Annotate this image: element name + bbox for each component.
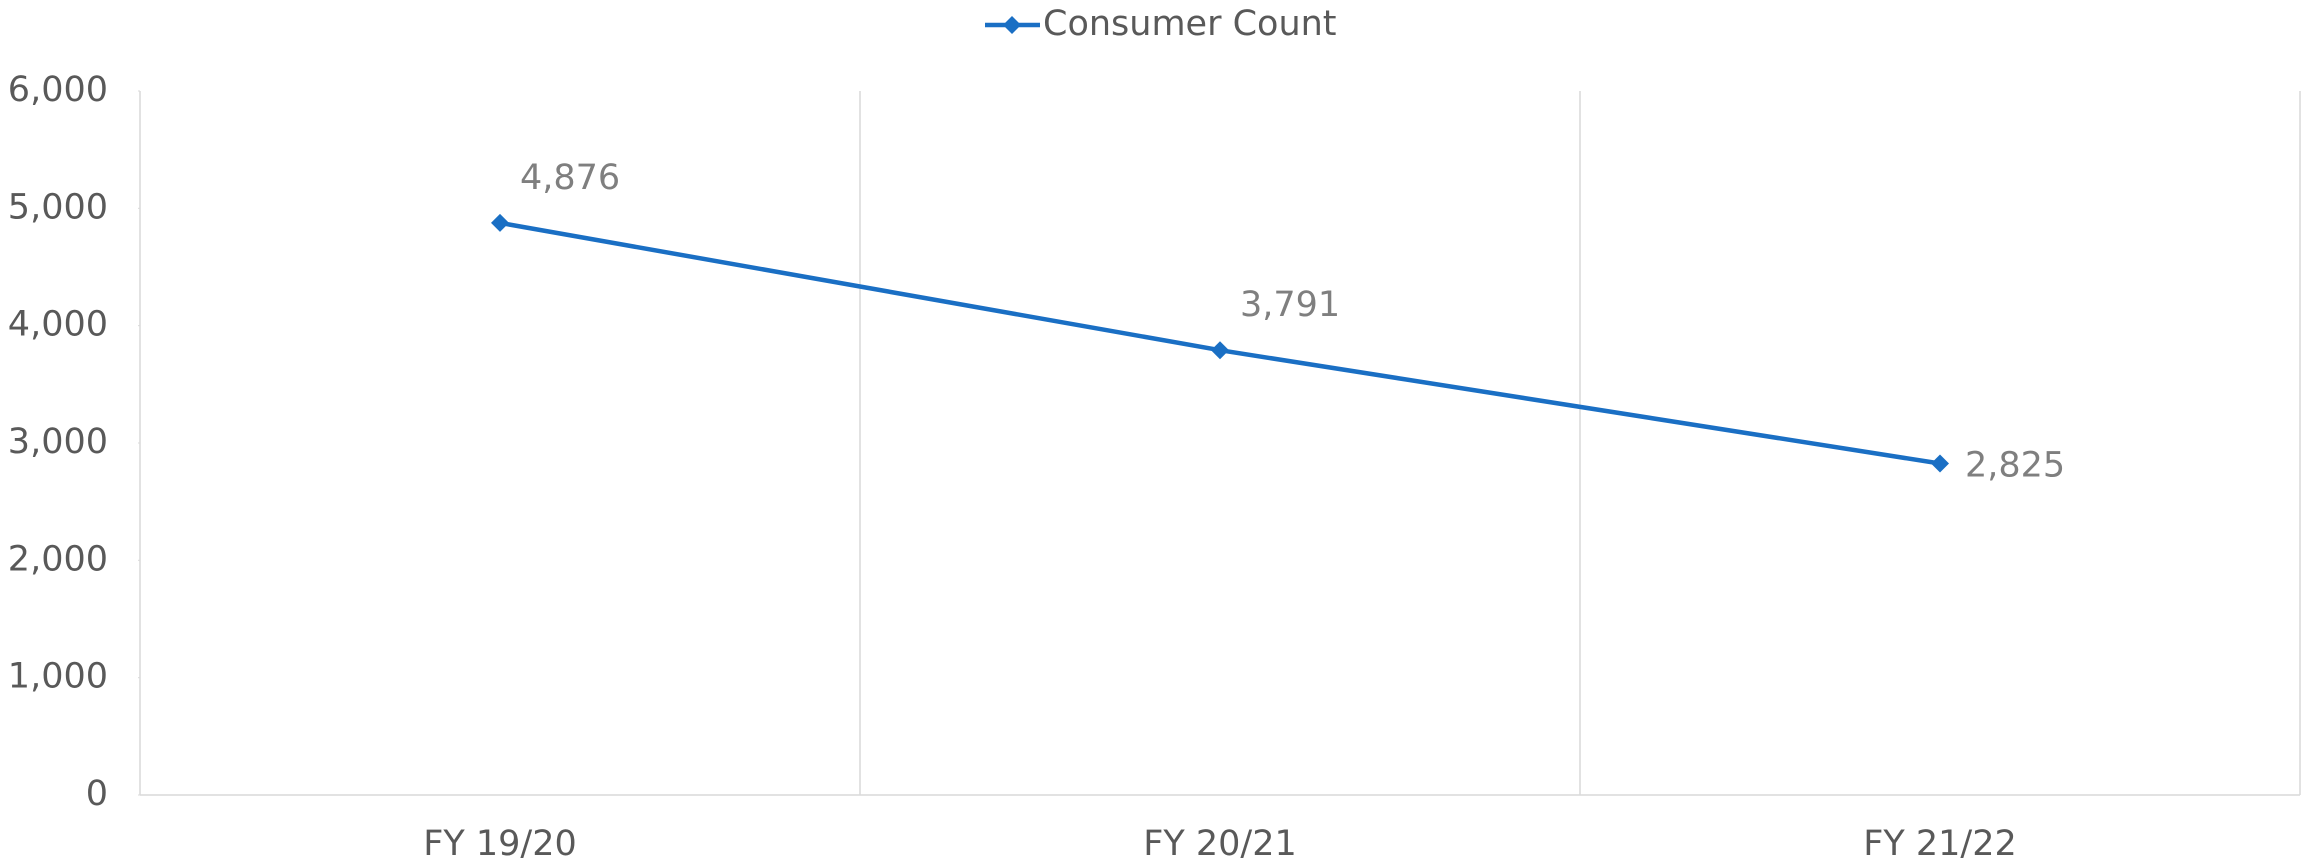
y-tick-label: 0 xyxy=(86,774,108,814)
y-tick-label: 2,000 xyxy=(8,539,108,579)
marker xyxy=(1931,454,1949,473)
marker xyxy=(491,213,509,232)
x-tick-label: FY 20/21 xyxy=(1143,824,1297,864)
x-tick-label: FY 19/20 xyxy=(423,824,577,864)
data-label: 4,876 xyxy=(520,158,620,198)
x-tick-label: FY 21/22 xyxy=(1863,824,2017,864)
y-tick-label: 5,000 xyxy=(8,187,108,227)
data-label: 2,825 xyxy=(1965,446,2065,486)
y-tick-label: 1,000 xyxy=(8,657,108,697)
legend-marker xyxy=(1003,16,1021,34)
data-label: 3,791 xyxy=(1240,285,1340,325)
marker xyxy=(1211,341,1229,360)
y-tick-label: 3,000 xyxy=(8,422,108,462)
y-tick-label: 4,000 xyxy=(8,305,108,345)
legend-label: Consumer Count xyxy=(1043,4,1337,44)
y-tick-label: 6,000 xyxy=(8,70,108,110)
